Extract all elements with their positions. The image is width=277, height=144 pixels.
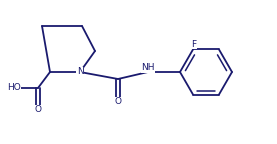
Text: O: O bbox=[114, 97, 122, 107]
Text: O: O bbox=[35, 106, 42, 114]
Text: N: N bbox=[77, 68, 83, 76]
Text: HO: HO bbox=[7, 84, 21, 92]
Text: NH: NH bbox=[141, 64, 155, 72]
Text: F: F bbox=[191, 40, 197, 49]
